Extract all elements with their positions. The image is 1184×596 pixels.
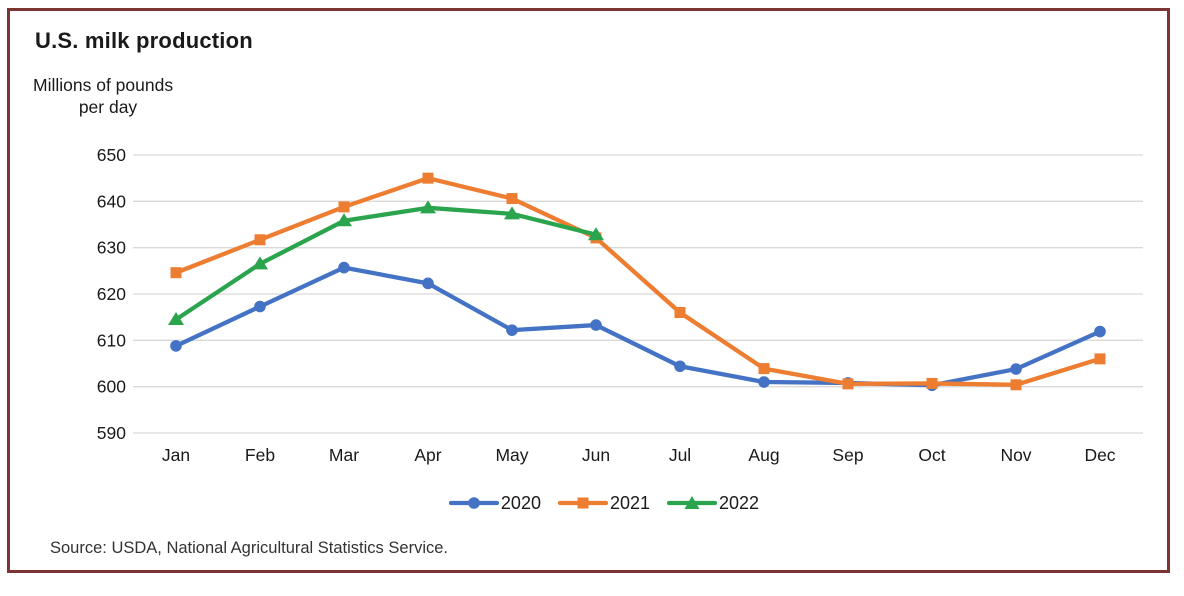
- marker-2021-Jan: [170, 267, 182, 279]
- x-tick-label-Jul: Jul: [669, 445, 691, 465]
- x-tick-label-Jan: Jan: [162, 445, 190, 465]
- legend-label-2021: 2021: [609, 492, 651, 513]
- x-tick-label-May: May: [495, 445, 528, 465]
- x-tick-label-Sep: Sep: [832, 445, 863, 465]
- marker-2021-Mar: [338, 201, 350, 213]
- marker-2021-Nov: [1010, 379, 1022, 391]
- legend-circle-marker-icon: [448, 497, 499, 509]
- x-tick-label-Apr: Apr: [414, 445, 441, 465]
- y-tick-label-610: 610: [97, 330, 126, 350]
- marker-2021-Oct: [926, 377, 938, 389]
- source-note: Source: USDA, National Agricultural Stat…: [50, 539, 448, 557]
- x-tick-label-Nov: Nov: [1000, 445, 1031, 465]
- x-tick-label-Oct: Oct: [918, 445, 945, 465]
- marker-2020-Nov: [1010, 363, 1022, 375]
- marker-2021-Apr: [422, 172, 434, 184]
- legend-item-2020: 2020: [448, 492, 541, 514]
- series-line-2021: [173, 176, 1103, 387]
- legend: 2020 2021 2022: [99, 490, 1109, 516]
- legend-label-2022: 2022: [719, 492, 760, 513]
- marker-2020-Jul: [674, 360, 686, 373]
- y-tick-label-600: 600: [97, 377, 126, 397]
- y-tick-label-650: 650: [97, 145, 126, 165]
- y-axis-title-line2: per day: [78, 97, 138, 117]
- marker-2022-Feb: [252, 256, 268, 270]
- legend-square-marker-icon: [557, 497, 608, 509]
- marker-2021-Aug: [758, 363, 770, 375]
- marker-2022-Apr: [420, 200, 436, 214]
- marker-2021-May: [506, 193, 518, 205]
- y-axis-title: Millions of pounds per day: [33, 74, 183, 118]
- marker-2020-Jun: [590, 319, 602, 331]
- marker-2020-Aug: [758, 376, 770, 388]
- marker-2022-Jan: [168, 311, 184, 325]
- x-tick-label-Mar: Mar: [329, 445, 359, 465]
- legend-triangle-marker-icon: [667, 496, 718, 509]
- y-tick-label-590: 590: [97, 423, 126, 443]
- legend-item-2022: 2022: [667, 493, 759, 514]
- marker-2021-Dec: [1094, 353, 1106, 365]
- marker-2020-Mar: [338, 261, 350, 274]
- marker-2020-Dec: [1094, 325, 1106, 338]
- marker-2022-Mar: [336, 213, 352, 227]
- series-line-2022: [173, 205, 599, 322]
- marker-2022-Jun: [588, 227, 604, 241]
- legend-item-2021: 2021: [557, 492, 651, 514]
- chart-frame: [7, 8, 1170, 573]
- chart-title: U.S. milk production: [35, 28, 253, 53]
- marker-2021-Jul: [674, 307, 686, 319]
- marker-2020-Apr: [422, 277, 434, 290]
- marker-2020-Jan: [170, 340, 182, 352]
- legend-label-2020: 2020: [500, 492, 541, 513]
- series-line-2020: [173, 265, 1103, 388]
- x-tick-label-Dec: Dec: [1084, 445, 1115, 465]
- y-tick-label-630: 630: [97, 238, 126, 258]
- marker-2021-Feb: [254, 234, 266, 246]
- marker-2020-May: [506, 324, 518, 336]
- y-tick-label-640: 640: [97, 191, 126, 211]
- x-tick-label-Jun: Jun: [582, 445, 610, 465]
- marker-2021-Sep: [842, 378, 854, 390]
- y-axis-title-line1: Millions of pounds: [33, 75, 174, 95]
- x-tick-label-Feb: Feb: [245, 445, 275, 465]
- marker-2020-Feb: [254, 300, 266, 313]
- x-tick-label-Aug: Aug: [748, 445, 779, 465]
- marker-2022-May: [504, 206, 520, 220]
- y-tick-label-620: 620: [97, 284, 126, 304]
